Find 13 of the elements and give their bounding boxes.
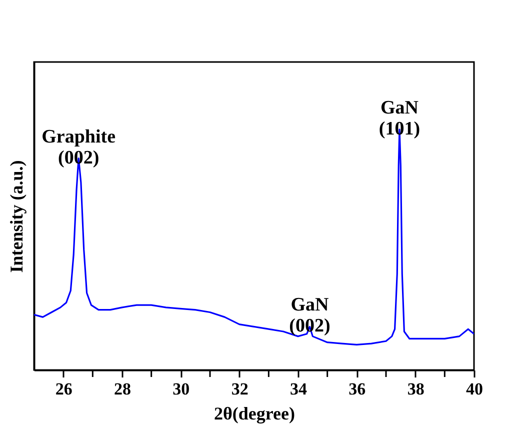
x-tick-label: 40 — [466, 380, 483, 398]
annotation: GaN (101) — [378, 97, 420, 140]
x-axis-title: 2θ(degree) — [214, 404, 296, 424]
x-tick-label: 34 — [290, 380, 308, 398]
x-tick-label: 30 — [172, 380, 190, 398]
y-axis-title: Intensity (a.u.) — [6, 160, 26, 273]
x-tick-label: 38 — [407, 380, 424, 398]
x-tick-label: 28 — [114, 380, 131, 398]
x-tick-label: 26 — [55, 380, 72, 398]
x-tick-label: 32 — [231, 380, 248, 398]
x-tick-label: 36 — [348, 380, 366, 398]
annotation: Graphite (002) — [42, 126, 116, 168]
annotation: GaN (002) — [289, 294, 330, 337]
